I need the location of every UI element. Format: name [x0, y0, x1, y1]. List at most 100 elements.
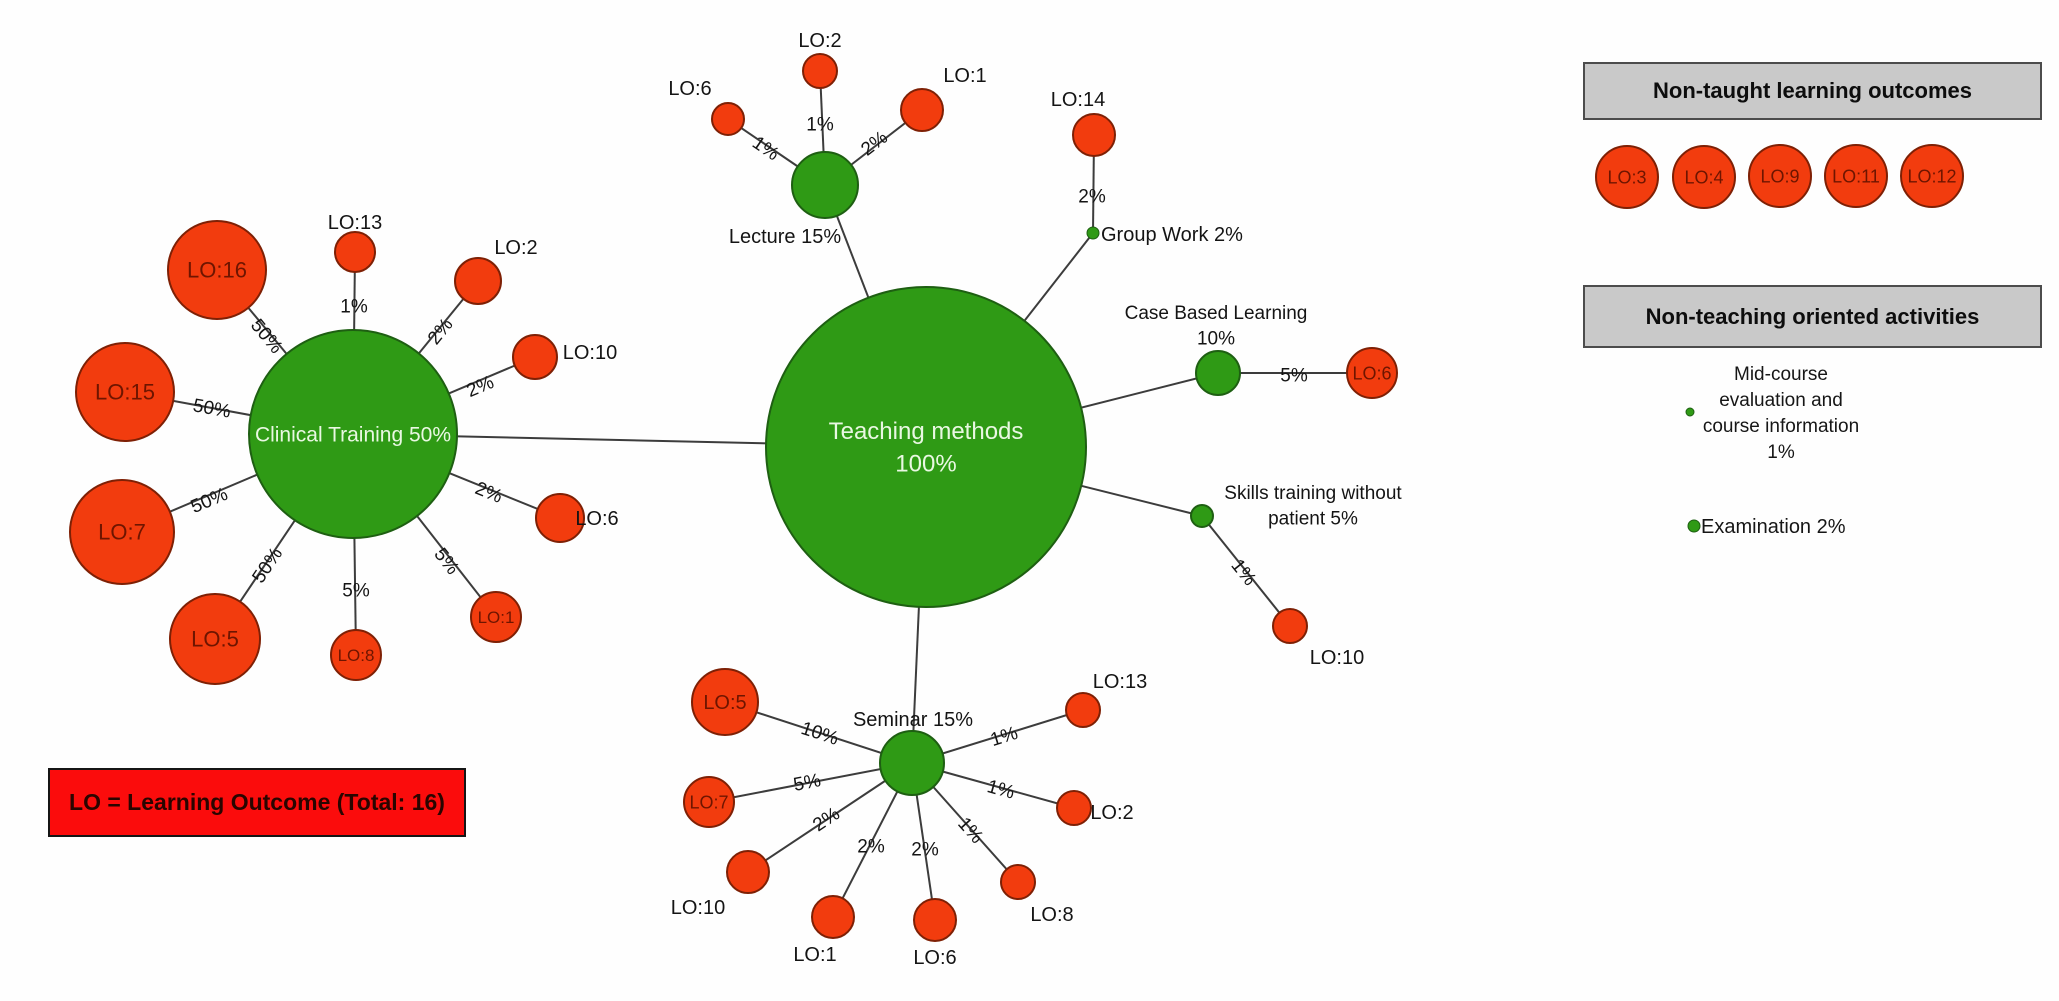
node-label-cl-lo10: LO:10 [563, 342, 617, 364]
node-label-sem-lo6: LO:6 [913, 947, 956, 969]
node-cl-lo8 [330, 629, 382, 681]
node-label-case-based-learning-line-1: Case Based Learning [1125, 303, 1308, 324]
node-label-teaching-line-2: 100% [895, 451, 956, 478]
node-clinical [248, 329, 458, 539]
node-cl-lo15 [75, 342, 175, 442]
node-cl-lo7 [69, 479, 175, 585]
midcourse-line-2: evaluation and [1719, 390, 1843, 411]
node-nt-lo4 [1672, 145, 1736, 209]
node-label-sem-lo5: LO:5 [703, 692, 746, 714]
edge-seminar-sem-lo7 [708, 762, 913, 803]
node-cl-lo2 [454, 257, 502, 305]
edge-label-seminar-sem-lo10: 2% [809, 803, 844, 836]
node-label-clinical: Clinical Training 50% [255, 423, 451, 446]
node-label-gw-lo14: LO:14 [1051, 89, 1105, 111]
edge-label-seminar-sem-lo6: 2% [911, 840, 939, 861]
node-label-sem-lo10: LO:10 [671, 897, 725, 919]
node-label-group-work: Group Work 2% [1101, 224, 1243, 246]
node-cl-lo6 [535, 493, 585, 543]
node-label-nt-lo3: LO:3 [1607, 167, 1646, 187]
node-label-skills-training-line-1: Skills training without [1224, 483, 1402, 504]
edge-label-clinical-cl-lo6: 2% [472, 478, 505, 508]
node-label-lec-lo6: LO:6 [668, 78, 711, 100]
edge-label-clinical-cl-lo2: 2% [424, 314, 458, 349]
edge-label-clinical-cl-lo13: 1% [340, 297, 368, 318]
lo-legend-box: LO = Learning Outcome (Total: 16) [48, 768, 466, 837]
node-label-case-based-learning-line-2: 10% [1197, 328, 1235, 349]
node-sem-lo8 [1000, 864, 1036, 900]
edge-label-seminar-sem-lo7: 5% [792, 770, 823, 796]
edge-label-lecture-lec-lo2: 1% [806, 115, 834, 136]
node-label-sem-lo2: LO:2 [1090, 802, 1133, 824]
lo-legend-text: LO = Learning Outcome (Total: 16) [69, 789, 445, 815]
node-label-skills-training-line-2: patient 5% [1268, 508, 1358, 529]
edge-label-seminar-sem-lo2: 1% [985, 776, 1017, 804]
node-label-cl-lo7: LO:7 [98, 520, 146, 545]
node-label-cl-lo16: LO:16 [187, 258, 247, 283]
node-label-st-lo10: LO:10 [1310, 647, 1364, 669]
node-sem-lo10 [726, 850, 770, 894]
node-seminar [879, 730, 945, 796]
node-sem-lo7 [683, 776, 735, 828]
node-sem-lo1 [811, 895, 855, 939]
node-lec-lo1 [900, 88, 944, 132]
node-label-sem-lo7: LO:7 [689, 792, 728, 812]
midcourse-line-1: Mid-course [1734, 364, 1828, 385]
edge-label-group-work-gw-lo14: 2% [1078, 187, 1106, 208]
non-taught-outcomes-title: Non-taught learning outcomes [1653, 78, 1972, 103]
node-nt-lo9 [1748, 144, 1812, 208]
edge-label-seminar-sem-lo13: 1% [988, 723, 1021, 751]
node-label-cl-lo6: LO:6 [575, 508, 618, 530]
node-label-teaching-line-1: Teaching methods [829, 418, 1024, 445]
node-label-nt-lo9: LO:9 [1760, 166, 1799, 186]
edge-label-skills-training-st-lo10: 1% [1226, 555, 1260, 590]
node-label-cl-lo15: LO:15 [95, 380, 155, 405]
node-label-nt-lo11: LO:11 [1832, 166, 1880, 186]
edge-label-clinical-cl-lo15: 50% [191, 395, 232, 423]
examination-label: Examination 2% [1701, 516, 1846, 538]
edge-skills-training-st-lo10 [1201, 515, 1291, 627]
node-cl-lo16 [167, 220, 267, 320]
node-dot-midcourse [1685, 407, 1695, 417]
non-taught-outcomes-header: Non-taught learning outcomes [1583, 62, 2042, 120]
node-dot-examination [1687, 519, 1701, 533]
node-label-seminar: Seminar 15% [853, 709, 973, 731]
node-cbl-lo6 [1346, 347, 1398, 399]
node-label-lec-lo2: LO:2 [798, 30, 841, 52]
node-label-cl-lo2: LO:2 [494, 237, 537, 259]
edge-label-clinical-cl-lo16: 50% [246, 315, 287, 358]
node-nt-lo3 [1595, 145, 1659, 209]
node-lec-lo2 [802, 53, 838, 89]
node-label-lecture: Lecture 15% [729, 226, 842, 248]
edge-label-clinical-cl-lo8: 5% [342, 581, 370, 602]
edge-label-seminar-sem-lo5: 10% [798, 718, 841, 750]
edge-label-case-based-learning-cbl-lo6: 5% [1280, 366, 1308, 387]
midcourse-line-4: 1% [1767, 442, 1795, 463]
node-label-sem-lo8: LO:8 [1030, 904, 1073, 926]
node-cl-lo5 [169, 593, 261, 685]
node-label-nt-lo4: LO:4 [1684, 167, 1723, 187]
node-teaching [765, 286, 1087, 608]
edge-label-clinical-cl-lo7: 50% [188, 484, 231, 518]
node-group-work [1086, 226, 1100, 240]
edge-label-seminar-sem-lo1: 2% [857, 837, 885, 858]
node-st-lo10 [1272, 608, 1308, 644]
node-label-cbl-lo6: LO:6 [1352, 363, 1391, 383]
node-label-sem-lo1: LO:1 [793, 944, 836, 966]
node-sem-lo6 [913, 898, 957, 942]
node-label-nt-lo12: LO:12 [1907, 166, 1956, 186]
node-case-based-learning [1195, 350, 1241, 396]
node-sem-lo13 [1065, 692, 1101, 728]
node-lecture [791, 151, 859, 219]
edge-label-clinical-cl-lo1: 5% [429, 544, 463, 579]
node-label-sem-lo13: LO:13 [1093, 671, 1147, 693]
node-cl-lo10 [512, 334, 558, 380]
node-sem-lo5 [691, 668, 759, 736]
edge-label-clinical-cl-lo10: 2% [464, 372, 498, 402]
node-label-lec-lo1: LO:1 [943, 65, 986, 87]
node-nt-lo12 [1900, 144, 1964, 208]
midcourse-line-3: course information [1702, 416, 1860, 437]
node-label-cl-lo13: LO:13 [328, 212, 382, 234]
